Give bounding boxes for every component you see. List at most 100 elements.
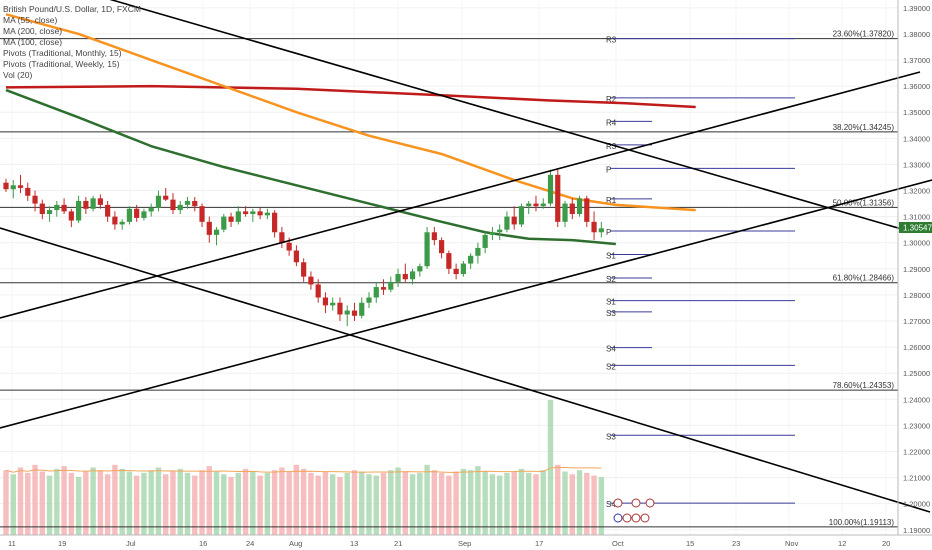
candle-body xyxy=(555,174,561,222)
legend-ma200[interactable]: MA (200, close) xyxy=(3,26,63,36)
volume-bar xyxy=(75,476,82,535)
volume-bar xyxy=(235,472,242,535)
legend-pivots-monthly[interactable]: Pivots (Traditional, Monthly, 15) xyxy=(3,48,122,58)
pivot-label: R4 xyxy=(606,118,617,127)
candle-body xyxy=(576,198,583,214)
pivot-label: R3 xyxy=(606,36,617,45)
candle-body xyxy=(126,208,133,222)
volume-bar xyxy=(402,471,408,535)
volume-bar xyxy=(366,474,372,535)
candle-body xyxy=(301,262,307,277)
volume-bar xyxy=(453,471,459,535)
price-tick-label: 1.36000 xyxy=(903,82,930,91)
candle-body xyxy=(250,211,256,214)
volume-bar xyxy=(424,464,430,535)
time-tick-label: 21 xyxy=(394,539,402,548)
candle-body xyxy=(177,204,183,211)
price-axis[interactable]: 1.39000 1.38000 1.37000 1.36000 1.35000 1.340… xyxy=(897,0,930,535)
candle-body xyxy=(584,198,590,222)
time-tick-label: 20 xyxy=(882,539,890,548)
volume-bar xyxy=(460,468,467,535)
time-tick-label: Jul xyxy=(126,539,136,548)
volume-bar xyxy=(446,475,452,535)
pivot-label: P xyxy=(606,228,611,237)
price-tick-label: 1.23000 xyxy=(903,421,930,430)
time-tick-label: 23 xyxy=(732,539,740,548)
time-tick-label: 17 xyxy=(535,539,543,548)
volume-bar xyxy=(504,472,510,535)
candle-body xyxy=(322,297,329,306)
candle-body xyxy=(242,211,249,214)
fib-level-label: 23.60%(1.37820) xyxy=(833,30,895,39)
legend-pivots-weekly[interactable]: Pivots (Traditional, Weekly, 15) xyxy=(3,59,120,69)
price-tick-label: 1.30000 xyxy=(903,239,930,248)
candle-body xyxy=(61,204,67,212)
pivot-label: S3 xyxy=(606,432,616,441)
price-tick-label: 1.28000 xyxy=(903,291,930,300)
candle-body xyxy=(148,207,154,212)
legend-ma100[interactable]: MA (100, close) xyxy=(3,37,63,47)
volume-bar xyxy=(46,475,53,535)
volume-bar xyxy=(148,470,154,535)
price-tick-label: 1.25000 xyxy=(903,369,930,378)
candle-body xyxy=(388,281,394,290)
candle-body xyxy=(213,229,220,235)
volume-bar xyxy=(133,475,140,535)
volume-bar xyxy=(163,474,169,535)
time-tick-label: Nov xyxy=(785,539,799,548)
time-axis[interactable]: 11 19 Jul 16 24 Aug 13 21 Sep 17 Oct 15 23 Nov 12 20 xyxy=(0,534,932,548)
price-tick-label: 1.31000 xyxy=(903,213,930,222)
volume-bar xyxy=(68,472,75,535)
volume-bar xyxy=(562,471,568,535)
volume-bar xyxy=(315,475,321,535)
event-icons[interactable] xyxy=(613,498,655,523)
candle-body xyxy=(39,203,45,214)
volume-bar xyxy=(177,468,183,535)
price-tick-label: 1.34000 xyxy=(903,134,930,143)
pivot-label: R2 xyxy=(606,95,617,104)
candle-body xyxy=(540,203,546,207)
trendline xyxy=(0,71,921,319)
candle-body xyxy=(351,310,358,316)
volume-bar xyxy=(213,471,220,535)
legend-volume[interactable]: Vol (20) xyxy=(3,70,33,80)
volume-bar xyxy=(242,468,249,535)
time-tick-label: 12 xyxy=(838,539,846,548)
volume-bar xyxy=(380,472,387,535)
volume-bar xyxy=(555,464,561,535)
volume-bar xyxy=(373,475,379,535)
candle-body xyxy=(504,216,510,230)
volume-bar xyxy=(97,470,104,535)
time-tick-label: Aug xyxy=(289,539,302,548)
volume-bar xyxy=(526,472,532,535)
volume-bar xyxy=(496,475,503,535)
candle-body xyxy=(76,200,82,221)
pivot-label: S2 xyxy=(606,362,616,371)
volume-bar xyxy=(10,474,16,535)
volume-bar xyxy=(279,467,285,535)
legend-symbol[interactable]: British Pound/U.S. Dollar, 1D, FXCM xyxy=(3,4,141,14)
candle-body xyxy=(192,200,198,207)
volume-bar xyxy=(170,471,176,535)
time-tick-label: 16 xyxy=(199,539,207,548)
candle-body xyxy=(119,221,125,225)
price-tick-label: 1.21000 xyxy=(903,474,930,483)
legend-ma55[interactable]: MA (55, close) xyxy=(3,15,58,25)
candle-body xyxy=(337,302,343,315)
volume-bar xyxy=(308,472,314,535)
price-tick-label: 1.33000 xyxy=(903,160,930,169)
ma55-line xyxy=(5,88,616,246)
volume-bar xyxy=(598,476,605,535)
volume-bar xyxy=(438,472,445,535)
time-tick-label: 11 xyxy=(8,539,16,548)
volume-bar xyxy=(3,470,9,535)
volume-bar xyxy=(17,467,24,535)
volume-bar xyxy=(126,471,133,535)
pivot-label: S3 xyxy=(606,309,616,318)
price-tick-label: 1.32000 xyxy=(903,187,930,196)
volume-bar xyxy=(61,466,67,535)
fib-level-label: 50.00%(1.31356) xyxy=(833,198,895,207)
candle-body xyxy=(497,229,503,233)
volume-bar xyxy=(54,468,60,535)
